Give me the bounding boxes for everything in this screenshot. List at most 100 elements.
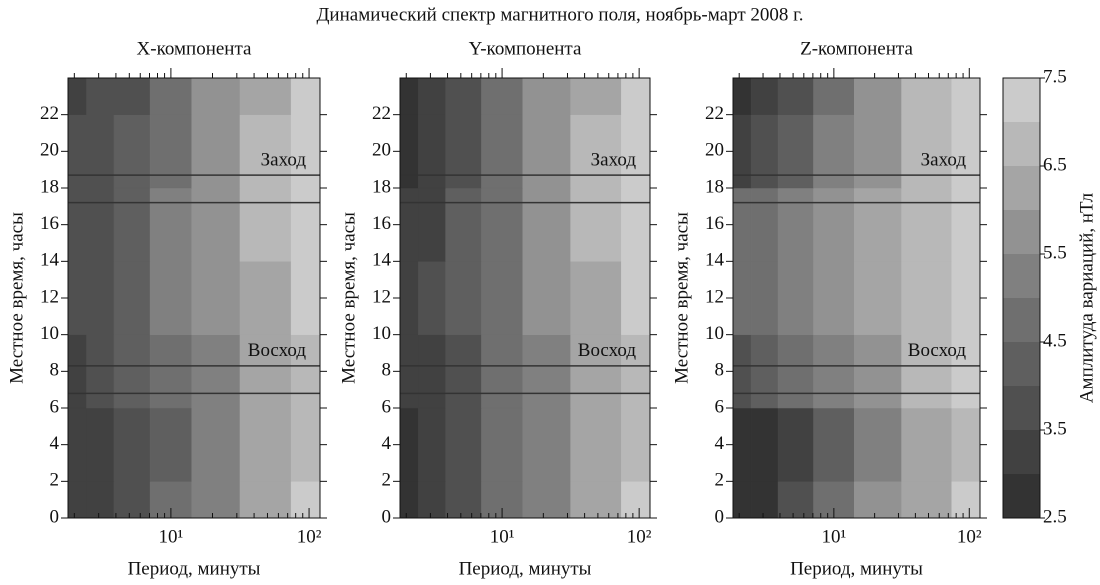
contour-cell [571, 481, 622, 518]
contour-cell [150, 78, 192, 115]
contour-cell [192, 481, 240, 518]
y-axis-label: Местное время, часы [6, 212, 27, 384]
x-axis-label: Период, минуты [459, 558, 592, 579]
contour-cell [778, 408, 813, 481]
contour-cell [446, 335, 482, 408]
contour-cell [571, 78, 622, 115]
contour-cell [446, 261, 482, 334]
y-tick-label: 20 [40, 140, 59, 161]
contour-cell [751, 335, 778, 408]
sunrise-label: Восход [578, 340, 637, 361]
contour-cell [813, 335, 854, 408]
contour-cell [902, 78, 952, 115]
colorbar-tick-label: 5.5 [1043, 242, 1067, 263]
contour-cell [418, 481, 445, 518]
colorbar-tick-label: 7.5 [1043, 66, 1067, 87]
contour-cell [523, 481, 571, 518]
y-tick-label: 0 [715, 506, 725, 527]
y-tick-label: 12 [372, 286, 391, 307]
y-axis-label: Местное время, часы [338, 212, 359, 384]
colorbar-band [1003, 342, 1040, 386]
contour-cell [446, 481, 482, 518]
contour-cell [114, 188, 150, 261]
contour-cell [400, 78, 418, 115]
contour-cell [114, 78, 150, 115]
contour-cell [481, 78, 522, 115]
contour-cell [68, 188, 86, 261]
contour-cell [418, 115, 445, 188]
contour-cell [481, 335, 522, 408]
colorbar-tick-label: 6.5 [1043, 154, 1067, 175]
colorbar-band [1003, 474, 1040, 518]
contour-cell [733, 481, 751, 518]
contour-cell [446, 188, 482, 261]
y-tick-label: 10 [705, 323, 724, 344]
colorbar-band [1003, 430, 1040, 474]
contour-cell [68, 115, 86, 188]
y-tick-label: 8 [50, 360, 60, 381]
contour-cell [481, 408, 522, 481]
contour-cell [114, 261, 150, 334]
y-tick-label: 14 [705, 250, 725, 271]
contour-cell [751, 408, 778, 481]
y-tick-label: 0 [50, 506, 60, 527]
sunset-label: Заход [261, 150, 307, 171]
contour-cell [778, 261, 813, 334]
contour-cell [68, 481, 86, 518]
contour-cell [523, 78, 571, 115]
y-tick-label: 8 [715, 360, 725, 381]
y-tick-label: 16 [40, 213, 59, 234]
y-tick-label: 22 [40, 103, 59, 124]
contour-cell [621, 188, 650, 261]
contour-cell [751, 78, 778, 115]
colorbar-tick-label: 4.5 [1043, 330, 1067, 351]
contour-cell [240, 481, 291, 518]
x-tick-label: 10² [957, 526, 982, 547]
contour-cell [400, 261, 418, 334]
contour-cell [733, 261, 751, 334]
contour-cell [621, 261, 650, 334]
contour-cell [571, 408, 622, 481]
y-axis-label: Местное время, часы [671, 212, 692, 384]
colorbar-band [1003, 254, 1040, 298]
contour-cell [446, 408, 482, 481]
contour-cell [621, 481, 650, 518]
y-tick-label: 2 [382, 470, 392, 491]
contour-cell [291, 188, 320, 261]
x-axis-label: Период, минуты [128, 558, 261, 579]
contour-cell [418, 335, 445, 408]
y-tick-label: 12 [40, 286, 59, 307]
y-tick-label: 18 [40, 176, 59, 197]
contour-cell [114, 335, 150, 408]
contour-cell [240, 188, 291, 261]
colorbar-band [1003, 210, 1040, 254]
contour-cell [854, 78, 901, 115]
figure: Динамический спектр магнитного поля, ноя… [0, 0, 1100, 585]
x-tick-label: 10² [627, 526, 652, 547]
contour-cell [291, 481, 320, 518]
contour-cell [733, 115, 751, 188]
contour-cell [86, 78, 113, 115]
contour-cell [240, 78, 291, 115]
contour-cell [86, 261, 113, 334]
contour-cell [192, 261, 240, 334]
contour-cell [446, 115, 482, 188]
contour-cell [902, 188, 952, 261]
contour-cell [854, 188, 901, 261]
contour-cell [621, 408, 650, 481]
y-tick-label: 22 [372, 103, 391, 124]
contour-cell [418, 188, 445, 261]
contour-cell [400, 115, 418, 188]
contour-cell [68, 261, 86, 334]
y-tick-label: 20 [372, 140, 391, 161]
y-tick-label: 2 [715, 470, 725, 491]
contour-cell [523, 408, 571, 481]
y-tick-label: 22 [705, 103, 724, 124]
y-tick-label: 12 [705, 286, 724, 307]
x-tick-label: 10² [297, 526, 322, 547]
contour-cell [86, 115, 113, 188]
y-tick-label: 4 [715, 433, 725, 454]
y-tick-label: 16 [372, 213, 391, 234]
contour-cell [481, 261, 522, 334]
contour-cell [902, 261, 952, 334]
